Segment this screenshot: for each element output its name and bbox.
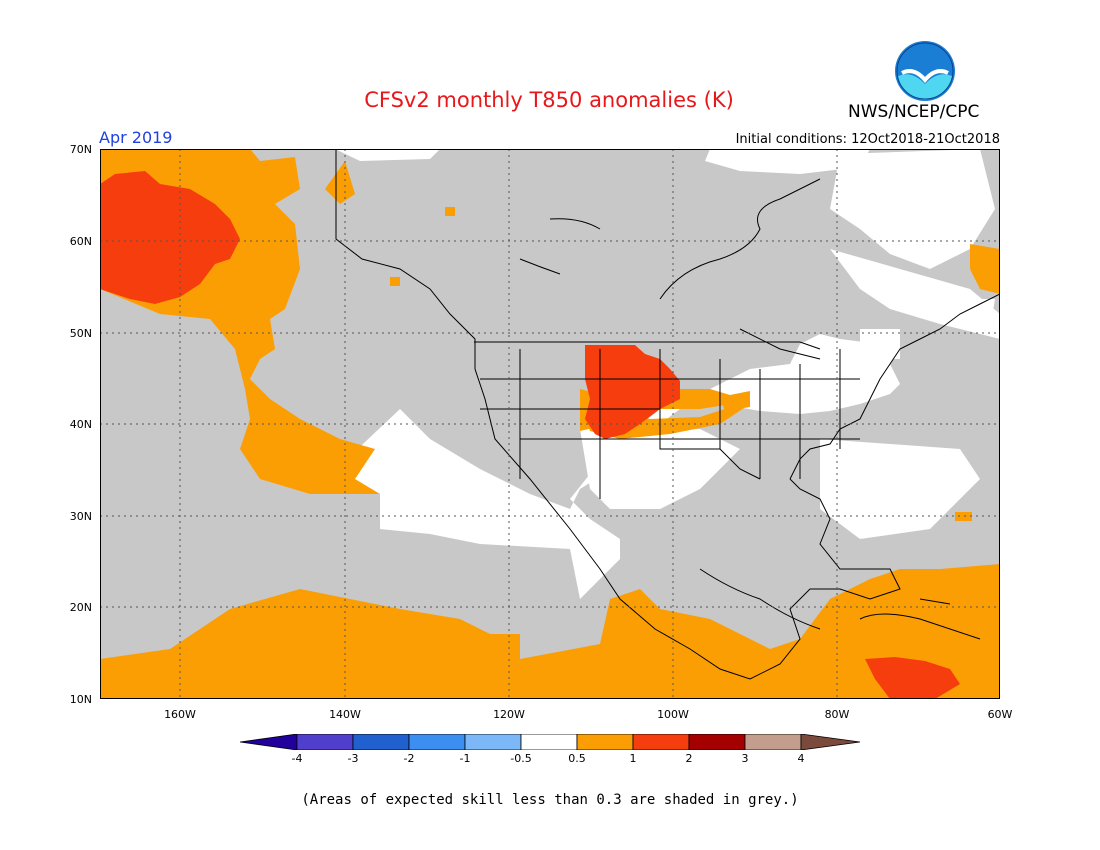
skill-footnote: (Areas of expected skill less than 0.3 a…	[301, 792, 799, 808]
colorbar-swatch	[632, 734, 690, 750]
lon-label: 120W	[493, 708, 525, 721]
lat-label: 40N	[69, 418, 92, 431]
lat-label: 30N	[69, 510, 92, 523]
colorbar-swatch	[744, 734, 802, 750]
colorbar	[240, 734, 861, 750]
lon-label: 60W	[987, 708, 1013, 721]
lon-label: 100W	[657, 708, 689, 721]
agency-label: NWS/NCEP/CPC	[848, 102, 980, 122]
graticule	[100, 149, 1000, 699]
colorbar-swatch	[576, 734, 634, 750]
strong-warm-regions	[100, 171, 960, 699]
colorbar-label: 4	[797, 752, 805, 765]
colorbar-swatch	[408, 734, 466, 750]
colorbar-swatch	[352, 734, 410, 750]
colorbar-label: 0.5	[568, 752, 586, 765]
lat-label: 20N	[69, 601, 92, 614]
chart-title: CFSv2 monthly T850 anomalies (K)	[364, 88, 734, 112]
lat-label: 60N	[69, 235, 92, 248]
colorbar-swatch	[800, 734, 861, 750]
initial-conditions: Initial conditions: 12Oct2018-21Oct2018	[735, 132, 1000, 147]
lon-label: 160W	[164, 708, 196, 721]
noaa-logo	[895, 41, 955, 101]
colorbar-label: 3	[741, 752, 749, 765]
colorbar-swatch	[296, 734, 354, 750]
anomaly-map	[100, 149, 1000, 699]
forecast-month: Apr 2019	[99, 128, 173, 147]
colorbar-swatch	[464, 734, 522, 750]
colorbar-swatch	[520, 734, 578, 750]
lat-label: 10N	[69, 693, 92, 706]
lat-label: 70N	[69, 143, 92, 156]
lon-label: 80W	[824, 708, 850, 721]
colorbar-label: -0.5	[510, 752, 532, 765]
colorbar-swatch	[240, 734, 298, 750]
colorbar-label: -4	[291, 752, 303, 765]
lat-label: 50N	[69, 327, 92, 340]
colorbar-label: -1	[459, 752, 471, 765]
colorbar-label: -2	[403, 752, 415, 765]
colorbar-label: -3	[347, 752, 359, 765]
colorbar-swatch	[688, 734, 746, 750]
colorbar-label: 1	[629, 752, 637, 765]
coastlines	[335, 149, 1000, 680]
colorbar-label: 2	[685, 752, 693, 765]
lon-label: 140W	[329, 708, 361, 721]
